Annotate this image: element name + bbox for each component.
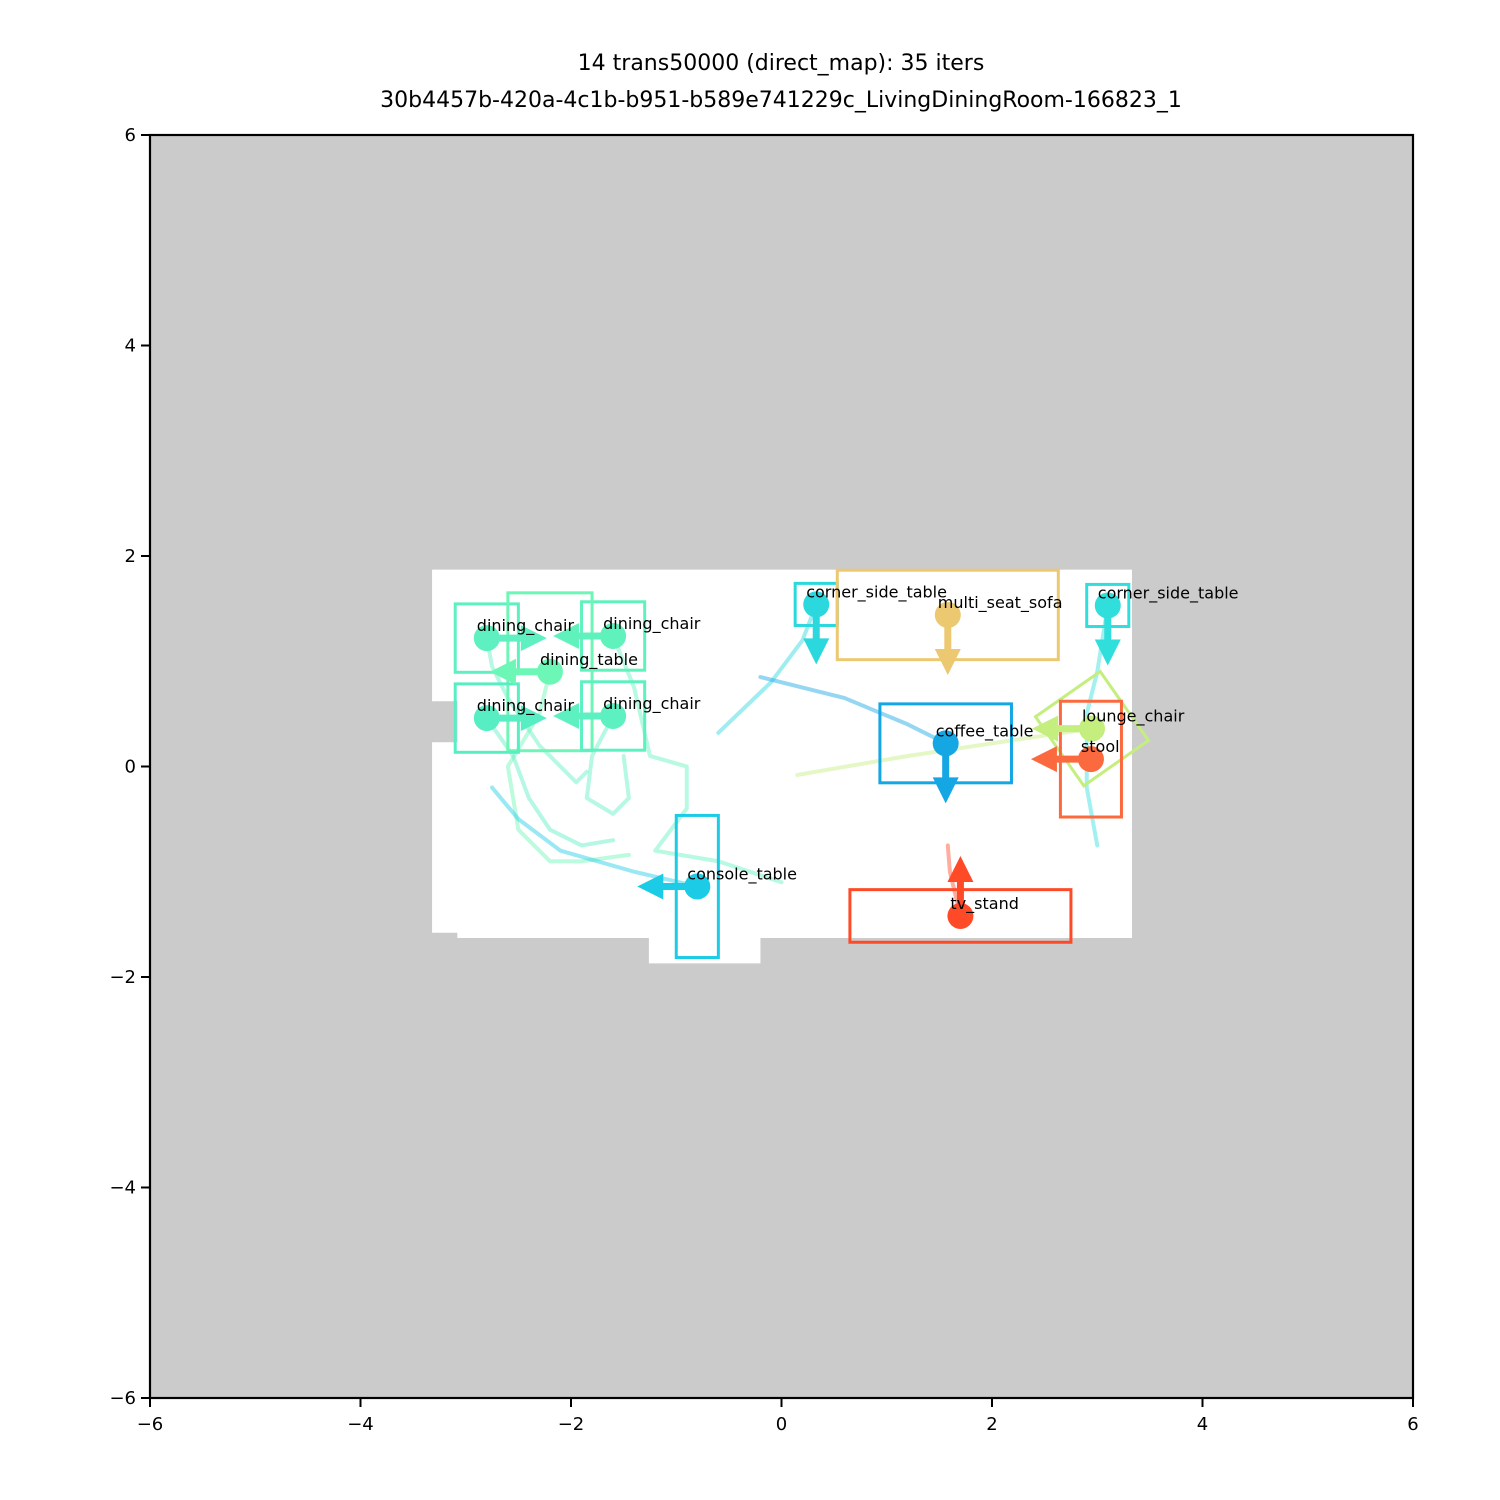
object-center-point (600, 622, 627, 649)
direction-arrow-layer (486, 604, 1121, 916)
x-tick-label: 0 (776, 1414, 787, 1435)
object-label: multi_seat_sofa (938, 593, 1063, 613)
object-center-point (536, 658, 563, 685)
x-tick-label: −6 (137, 1414, 164, 1435)
object-center-point (1078, 715, 1105, 742)
object-center-point (684, 873, 711, 900)
object-label: lounge_chair (1082, 707, 1185, 727)
object-direction-arrow (947, 855, 974, 916)
y-tick-label: −6 (109, 1388, 136, 1409)
object-label: dining_table (540, 650, 638, 670)
x-axis: −6 −4 −2 0 2 4 6 (137, 1398, 1419, 1435)
object-direction-arrow (803, 604, 830, 665)
object-center-point (803, 591, 830, 618)
object-center-point (600, 702, 627, 729)
object-center-point (1077, 746, 1104, 773)
object-direction-arrow (489, 658, 550, 685)
object-direction-arrow (1030, 746, 1091, 773)
object-label: dining_chair (477, 696, 575, 716)
object-direction-arrow (934, 614, 961, 675)
object-center-point (934, 601, 961, 628)
object-direction-arrow (1094, 605, 1121, 666)
chart-title-line-2: 30b4457b-420a-4c1b-b951-b589e741229c_Liv… (380, 88, 1182, 113)
chart-title-line-1: 14 trans50000 (direct_map): 35 iters (578, 51, 985, 76)
object-direction-arrow (553, 622, 614, 649)
object-center-point (473, 705, 500, 732)
x-tick-label: 6 (1407, 1414, 1418, 1435)
object-label: coffee_table (936, 721, 1034, 741)
object-label: stool (1081, 737, 1120, 756)
object-label: console_table (687, 864, 797, 884)
plot-area (432, 568, 1151, 964)
object-trajectory (716, 602, 819, 735)
object-label-layer: dining_chair dining_chairdining_tabledini… (477, 582, 1239, 914)
object-trajectory (945, 843, 963, 918)
object-label: corner_side_table (806, 582, 947, 602)
object-center-point (947, 902, 974, 929)
object-direction-arrow (553, 702, 614, 729)
object-center-point (473, 625, 500, 652)
x-tick-label: 4 (1197, 1414, 1208, 1435)
object-trajectory (490, 785, 700, 889)
object-direction-arrow (637, 873, 698, 900)
y-tick-label: −4 (109, 1178, 136, 1199)
object-label: dining_chair (477, 616, 575, 636)
object-direction-arrow (1031, 715, 1092, 742)
object-point-layer (473, 591, 1121, 929)
x-tick-label: 2 (986, 1414, 997, 1435)
object-center-point (1094, 592, 1121, 619)
object-label: dining_chair (603, 614, 701, 634)
object-direction-arrow (486, 705, 547, 732)
y-tick-label: −2 (109, 967, 136, 988)
object-trajectory (758, 675, 948, 746)
object-trajectory (611, 633, 784, 885)
object-label: tv_stand (950, 894, 1018, 914)
object-label: corner_side_table (1098, 583, 1239, 603)
x-tick-label: −4 (347, 1414, 374, 1435)
object-direction-arrow (932, 743, 959, 804)
y-tick-label: 2 (125, 546, 136, 567)
object-center-point (932, 730, 959, 757)
object-trajectory (505, 669, 631, 864)
y-tick-label: 6 (125, 125, 136, 146)
y-tick-label: 4 (125, 336, 136, 357)
y-tick-label: 0 (125, 757, 136, 778)
object-direction-arrow (486, 625, 547, 652)
x-tick-label: −2 (558, 1414, 585, 1435)
y-axis: −6 −4 −2 0 2 4 6 (109, 125, 150, 1409)
object-label: dining_chair (603, 694, 701, 714)
